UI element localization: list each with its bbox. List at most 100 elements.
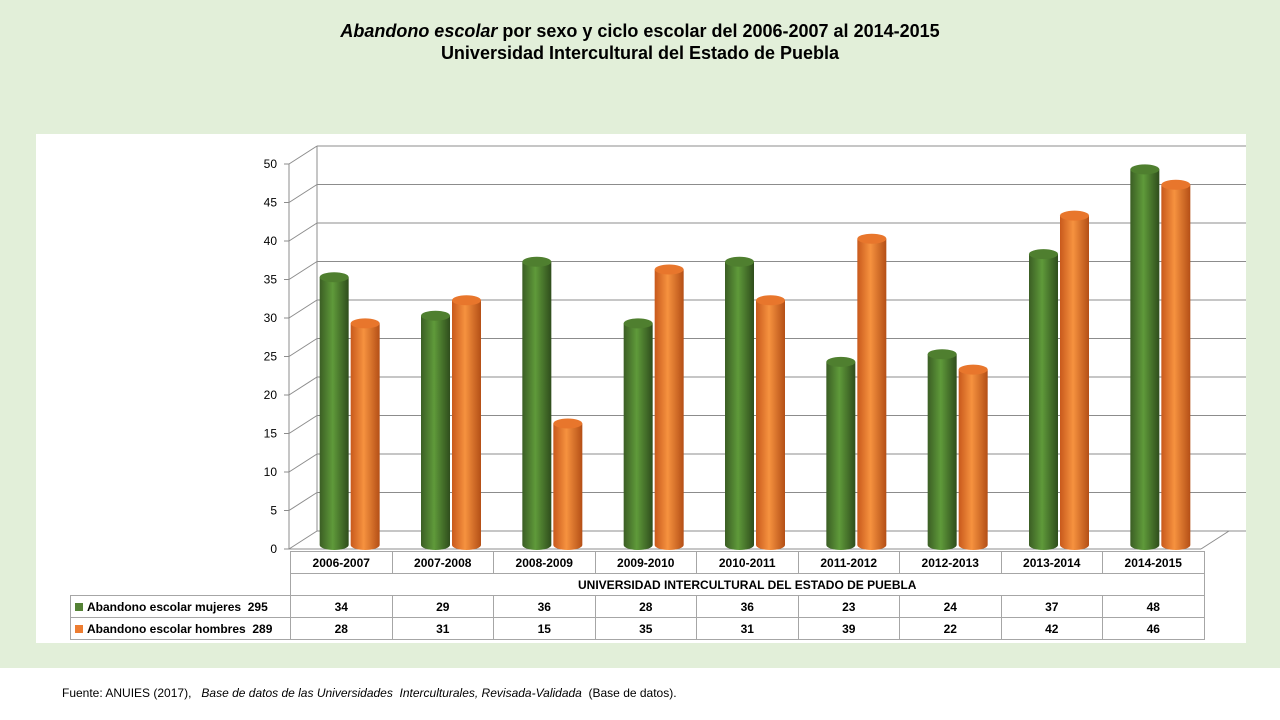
title-line-2: Universidad Intercultural del Estado de …	[440, 43, 840, 63]
bar-cap	[350, 318, 380, 329]
bar-mujeres	[1029, 249, 1058, 550]
data-value-cell: 29	[391, 595, 494, 618]
gridline-side	[288, 222, 318, 242]
bar-hombres	[958, 364, 988, 550]
category-label: 2009-2010	[594, 551, 697, 574]
chart-title: Abandono escolar por sexo y ciclo escola…	[0, 20, 1280, 64]
category-label: 2006-2007	[290, 551, 393, 574]
data-value-cell: 15	[493, 617, 596, 640]
bar-cap	[1060, 210, 1089, 221]
source-suffix: (Base de datos).	[581, 686, 677, 700]
bar-cap	[421, 310, 450, 321]
gridline-side	[288, 338, 318, 357]
legend-swatch-hombres	[75, 624, 83, 633]
data-value-cell: 35	[594, 617, 697, 640]
bar-hombres	[1060, 210, 1089, 550]
bar-hombres	[553, 418, 583, 550]
data-value-cell: 36	[493, 595, 596, 618]
bar-body	[1029, 254, 1058, 550]
y-tick-label: 30	[264, 311, 278, 325]
bar-cap	[1029, 249, 1058, 260]
y-tick-label: 50	[264, 157, 278, 171]
data-table: 2006-2007 2007-2008 2008-2009 2009-2010 2010…	[70, 551, 1205, 640]
legend-label-mujeres: Abandono escolar mujeres	[87, 599, 242, 614]
bar-body	[319, 277, 349, 551]
data-value-cell: 37	[1000, 595, 1103, 618]
bar-hombres	[756, 295, 785, 550]
data-value-cell: 28	[290, 617, 393, 640]
gridline-side	[288, 492, 318, 511]
bar-mujeres	[826, 356, 856, 550]
gridline-side	[288, 415, 318, 434]
x-axis-label: UNIVERSIDAD INTERCULTURAL DEL ESTADO DE …	[290, 573, 1205, 596]
title-line-1: Abandono escolar por sexo y ciclo escola…	[0, 20, 1280, 42]
legend-total-mujeres: 295	[247, 599, 268, 614]
data-value-cell: 39	[797, 617, 900, 640]
y-tick-label: 45	[264, 196, 278, 210]
bar-body	[553, 423, 583, 550]
y-tick-label: 10	[264, 465, 278, 479]
bar-mujeres	[725, 256, 754, 551]
bar-cap	[553, 418, 583, 429]
bar-body	[350, 323, 380, 550]
gridline-side	[288, 453, 318, 473]
bar-body	[1060, 215, 1089, 550]
bar-cap	[857, 233, 887, 244]
bar-body	[756, 300, 785, 550]
bar-cap	[319, 272, 349, 283]
bar-cap	[756, 295, 785, 306]
legend-mujeres: Abandono escolar mujeres 295	[70, 595, 291, 618]
data-value-cell: 36	[696, 595, 799, 618]
bar-body	[857, 238, 887, 551]
bar-hombres	[1161, 179, 1191, 551]
y-tick-label: 40	[264, 234, 278, 248]
category-label: 2013-2014	[1000, 551, 1103, 574]
bar-cap	[623, 318, 653, 329]
bar-cap	[1130, 164, 1160, 175]
bar-body	[1130, 169, 1160, 550]
bar-mujeres	[927, 349, 957, 550]
legend-label-hombres: Abandono escolar hombres	[87, 621, 246, 636]
bar-cap	[927, 349, 957, 360]
category-label: 2007-2008	[391, 551, 494, 574]
bar-body	[452, 300, 481, 550]
bar-body	[522, 261, 552, 551]
grid-layer: 0 5 10 15 20 25 30 35 40 45 50	[264, 145, 1246, 556]
bar-hombres	[452, 295, 481, 550]
bar-mujeres	[623, 318, 653, 550]
data-value-cell: 31	[391, 617, 494, 640]
data-value-cell: 23	[797, 595, 900, 618]
data-value-cell: 31	[696, 617, 799, 640]
bar-cap	[958, 364, 988, 375]
category-label: 2014-2015	[1102, 551, 1205, 574]
y-tick-label: 25	[264, 350, 278, 364]
gridline-side	[288, 530, 318, 550]
data-value-cell: 42	[1000, 617, 1103, 640]
bar-cap	[1161, 179, 1191, 190]
bar-body	[421, 315, 450, 550]
category-label: 2012-2013	[899, 551, 1002, 574]
category-label: 2010-2011	[696, 551, 799, 574]
data-value-cell: 34	[290, 595, 393, 618]
legend-hombres: Abandono escolar hombres 289	[70, 617, 291, 640]
bar-body	[725, 261, 754, 551]
data-value-cell: 22	[899, 617, 1002, 640]
category-label: 2008-2009	[493, 551, 596, 574]
gridline-side	[288, 145, 318, 165]
bar-cap	[522, 256, 552, 267]
bar-cap	[452, 295, 481, 306]
bar-body	[623, 323, 653, 550]
bars-layer	[319, 164, 1191, 551]
bar-body	[654, 269, 684, 550]
bar-cap	[725, 256, 754, 267]
title-rest: por sexo y ciclo escolar del 2006-2007 a…	[497, 21, 940, 41]
y-tick-label: 35	[264, 273, 278, 287]
bar-mujeres	[522, 256, 552, 551]
series-row-hombres: Abandono escolar hombres 289 28 31 15 35 31 3…	[70, 617, 1205, 640]
source-italic: Base de datos de las Universidades Inter…	[201, 686, 582, 700]
title-italic: Abandono escolar	[340, 21, 498, 41]
y-tick-label: 5	[270, 504, 277, 518]
bar-cap	[826, 356, 856, 367]
bar-hombres	[857, 233, 887, 551]
floor-right-edge	[1200, 530, 1230, 550]
